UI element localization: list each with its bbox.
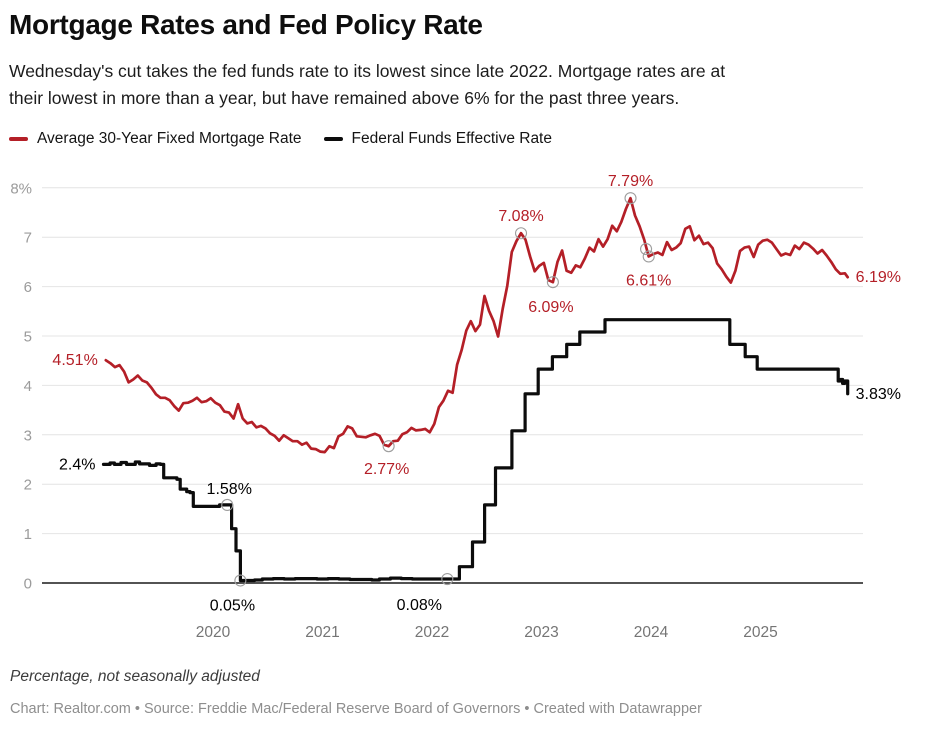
annotation-label: 3.83% (856, 386, 901, 403)
legend-item-mortgage-rate: Average 30-Year Fixed Mortgage Rate (9, 130, 302, 148)
chart-credit: Chart: Realtor.com • Source: Freddie Mac… (10, 701, 702, 717)
x-axis-label: 2022 (415, 624, 449, 641)
annotation-label: 7.79% (608, 173, 653, 190)
annotation-label: 2.77% (364, 461, 409, 478)
fed-funds-swatch-icon (323, 137, 343, 141)
x-axis-label: 2024 (634, 624, 669, 641)
annotation-label: 6.19% (856, 269, 901, 286)
y-axis-label: 0 (24, 576, 32, 593)
annotation-circle (441, 572, 454, 586)
annotation-circle (640, 243, 653, 256)
x-axis-label: 2025 (743, 624, 777, 641)
annotation-label: 4.51% (52, 352, 97, 369)
legend-item-fed-funds: Federal Funds Effective Rate (323, 130, 552, 148)
annotation-circle (624, 192, 637, 205)
chart-subtitle: Wednesday's cut takes the fed funds rate… (9, 61, 726, 108)
y-axis-label: 2 (24, 477, 32, 494)
fed-funds-line (101, 318, 850, 583)
annotation-circle (221, 498, 234, 511)
legend-label-fed-funds: Federal Funds Effective Rate (351, 130, 552, 147)
chart-footnote: Percentage, not seasonally adjusted (10, 668, 260, 685)
y-axis-label: 5 (24, 329, 32, 346)
y-axis-label: 1 (24, 526, 32, 543)
annotation-label: 6.61% (626, 272, 671, 289)
x-axis-label: 2021 (305, 624, 339, 641)
x-axis-label: 2023 (524, 624, 558, 641)
annotation-label: 0.08% (397, 597, 442, 614)
y-axis-label: 4 (24, 378, 32, 395)
y-axis-label: 8% (10, 180, 32, 197)
x-axis-label: 2020 (196, 624, 231, 641)
y-axis-label: 6 (24, 279, 32, 296)
annotation-label: 0.05% (210, 598, 255, 615)
y-axis-label: 3 (24, 427, 32, 444)
page-title: Mortgage Rates and Fed Policy Rate (9, 9, 483, 40)
legend-label-mortgage-rate: Average 30-Year Fixed Mortgage Rate (37, 130, 302, 147)
chart-legend: Average 30-Year Fixed Mortgage Rate Fede… (9, 130, 552, 148)
mortgage-rate-line (104, 196, 850, 454)
annotation-label: 7.08% (498, 208, 543, 225)
annotation-circle (514, 227, 528, 240)
annotation-label: 6.09% (528, 299, 573, 316)
y-axis-label: 7 (24, 230, 32, 247)
annotation-label: 2.4% (59, 456, 95, 473)
annotation-label: 1.58% (207, 481, 252, 498)
annotation-circle (642, 250, 655, 263)
mortgage-rate-swatch-icon (9, 137, 28, 141)
annotation-circle (546, 276, 559, 289)
annotation-circle (382, 440, 395, 453)
annotation-circle (234, 574, 247, 587)
